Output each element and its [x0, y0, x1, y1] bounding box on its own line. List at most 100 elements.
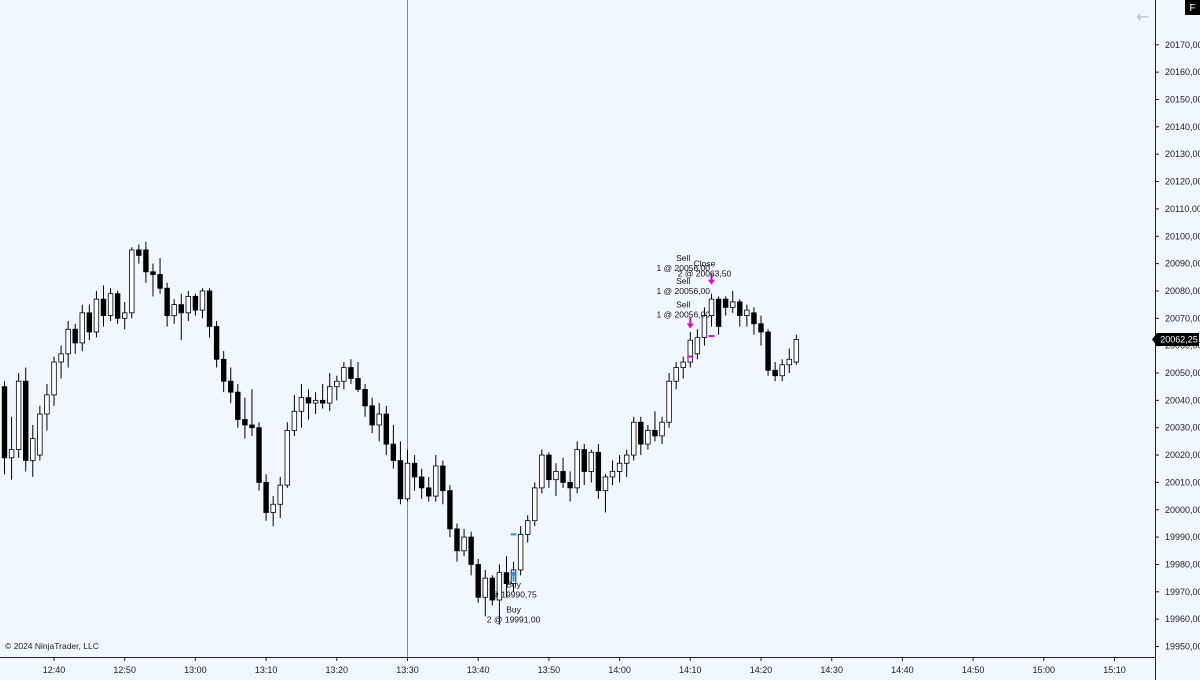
candle[interactable]	[404, 449, 411, 502]
arrow-left-icon[interactable]: ←	[1136, 7, 1149, 26]
candle[interactable]	[503, 556, 510, 598]
plot-area[interactable]	[0, 0, 1155, 657]
candle[interactable]	[546, 452, 552, 488]
candle[interactable]	[51, 356, 57, 406]
candle[interactable]	[751, 307, 757, 335]
candle[interactable]	[319, 383, 326, 409]
candle[interactable]	[235, 383, 241, 428]
candle[interactable]	[171, 299, 177, 324]
candle[interactable]	[581, 444, 587, 486]
candle[interactable]	[143, 241, 149, 283]
candle[interactable]	[489, 575, 496, 606]
candle[interactable]	[390, 424, 397, 469]
candle[interactable]	[348, 359, 354, 384]
candle[interactable]	[305, 389, 312, 420]
candle[interactable]	[79, 304, 85, 352]
candle[interactable]	[256, 422, 262, 491]
candle[interactable]	[623, 449, 630, 477]
candle[interactable]	[65, 321, 71, 368]
candle[interactable]	[440, 460, 446, 505]
candle[interactable]	[744, 304, 750, 327]
candle[interactable]	[609, 460, 616, 486]
candle[interactable]	[58, 345, 64, 379]
candle[interactable]	[638, 416, 644, 456]
candle[interactable]	[327, 373, 333, 412]
candle[interactable]	[433, 455, 439, 502]
candle[interactable]	[263, 474, 269, 521]
candle[interactable]	[645, 424, 651, 450]
candle[interactable]	[659, 416, 665, 445]
candle[interactable]	[772, 362, 778, 382]
candle[interactable]	[694, 329, 701, 360]
candle[interactable]	[496, 564, 503, 625]
candle[interactable]	[157, 258, 163, 294]
candle[interactable]	[517, 526, 524, 576]
candle[interactable]	[701, 307, 708, 346]
candle[interactable]	[129, 247, 135, 319]
candle[interactable]	[418, 468, 425, 499]
candle[interactable]	[616, 455, 623, 483]
candle[interactable]	[539, 449, 545, 494]
candle[interactable]	[150, 263, 156, 297]
candle[interactable]	[560, 457, 566, 488]
candle[interactable]	[765, 329, 771, 376]
candle[interactable]	[722, 296, 729, 316]
candle[interactable]	[185, 290, 192, 322]
candle[interactable]	[291, 394, 298, 436]
candle[interactable]	[588, 449, 595, 483]
candle[interactable]	[1, 381, 8, 475]
candle[interactable]	[362, 383, 368, 417]
candle[interactable]	[15, 373, 22, 458]
candle[interactable]	[461, 528, 467, 557]
candle[interactable]	[383, 405, 389, 456]
candle[interactable]	[730, 290, 736, 313]
candle[interactable]	[312, 392, 319, 415]
candle[interactable]	[284, 422, 291, 488]
candle[interactable]	[136, 244, 142, 264]
candle[interactable]	[8, 416, 15, 480]
candle[interactable]	[355, 362, 361, 393]
candle[interactable]	[114, 290, 121, 324]
candle[interactable]	[341, 362, 347, 390]
candle[interactable]	[206, 288, 213, 338]
candle[interactable]	[475, 558, 481, 603]
candle[interactable]	[715, 296, 722, 335]
candle[interactable]	[680, 356, 686, 379]
candle[interactable]	[30, 424, 36, 477]
candle[interactable]	[249, 389, 255, 436]
candle[interactable]	[666, 373, 672, 428]
candle[interactable]	[411, 455, 418, 491]
candle[interactable]	[72, 323, 78, 354]
candle[interactable]	[602, 474, 609, 513]
candle[interactable]	[178, 293, 184, 341]
candle[interactable]	[270, 496, 276, 527]
candle[interactable]	[673, 362, 679, 390]
candle[interactable]	[37, 405, 43, 461]
candle[interactable]	[758, 315, 764, 346]
candle[interactable]	[298, 383, 305, 428]
candle[interactable]	[122, 301, 128, 330]
candle[interactable]	[553, 463, 559, 497]
candle[interactable]	[631, 416, 637, 461]
candle[interactable]	[687, 331, 693, 368]
candle[interactable]	[199, 288, 206, 319]
candle[interactable]	[567, 471, 573, 502]
candle[interactable]	[482, 569, 488, 617]
candle[interactable]	[524, 515, 531, 543]
candle[interactable]	[334, 375, 340, 401]
candle[interactable]	[164, 282, 170, 327]
candle[interactable]	[376, 403, 382, 442]
candle[interactable]	[397, 441, 404, 505]
candle[interactable]	[447, 485, 453, 538]
candle[interactable]	[220, 351, 227, 393]
candle[interactable]	[100, 285, 107, 327]
candle[interactable]	[369, 397, 375, 434]
candle[interactable]	[595, 444, 602, 499]
candle[interactable]	[192, 293, 199, 316]
candle[interactable]	[708, 293, 715, 327]
candle[interactable]	[86, 304, 93, 341]
candle[interactable]	[228, 367, 234, 404]
candle[interactable]	[468, 531, 474, 576]
candle[interactable]	[737, 299, 743, 327]
candle[interactable]	[454, 523, 460, 562]
